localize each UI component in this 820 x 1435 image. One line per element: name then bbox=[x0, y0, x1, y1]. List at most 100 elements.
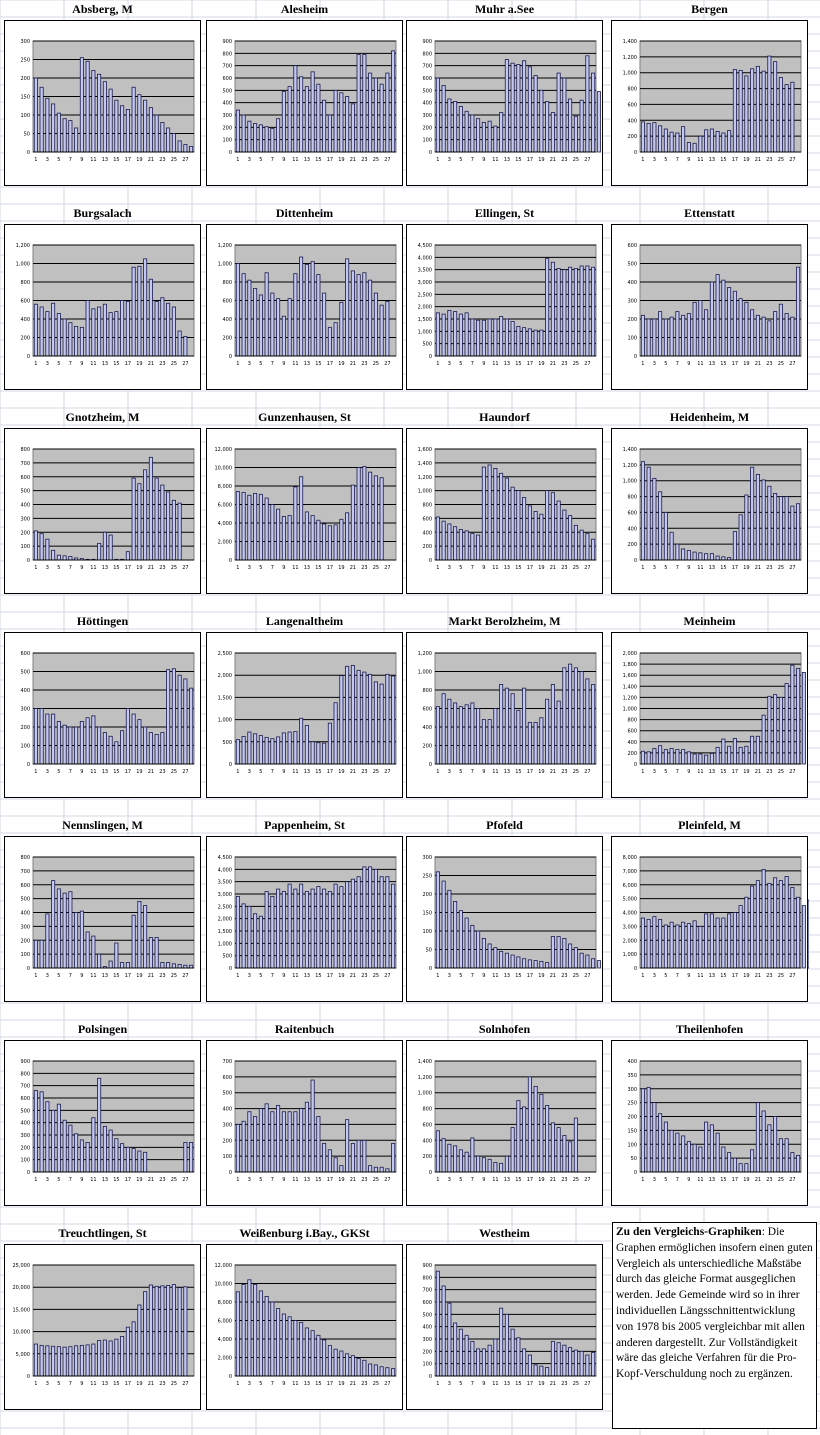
data-bar bbox=[368, 673, 373, 765]
data-bar bbox=[692, 301, 697, 357]
data-bar bbox=[681, 749, 686, 765]
data-bar bbox=[51, 1345, 56, 1377]
data-bar bbox=[476, 930, 481, 969]
data-bar bbox=[62, 555, 67, 561]
data-bar bbox=[368, 1363, 373, 1377]
x-tick-label: 21 bbox=[550, 361, 556, 367]
x-tick-label: 11 bbox=[697, 565, 703, 571]
data-bar bbox=[767, 695, 772, 765]
data-bar bbox=[562, 77, 567, 153]
data-bar bbox=[137, 265, 142, 357]
data-bar bbox=[487, 1344, 492, 1377]
data-bar bbox=[539, 329, 544, 357]
data-bar bbox=[281, 516, 286, 561]
data-bar bbox=[709, 281, 714, 357]
data-bar bbox=[68, 1346, 73, 1377]
y-tick-label: 100 bbox=[20, 1158, 30, 1164]
data-bar bbox=[550, 261, 555, 357]
data-bar bbox=[481, 719, 486, 765]
data-bar bbox=[709, 913, 714, 969]
data-bar bbox=[504, 477, 509, 561]
x-tick-label: 27 bbox=[789, 973, 795, 979]
data-bar bbox=[504, 687, 509, 765]
data-bar bbox=[738, 905, 743, 969]
data-bar bbox=[441, 880, 446, 969]
x-tick-label: 15 bbox=[315, 361, 321, 367]
x-tick-label: 13 bbox=[102, 361, 108, 367]
x-tick-label: 9 bbox=[282, 1177, 285, 1183]
x-tick-label: 21 bbox=[755, 361, 761, 367]
data-bar bbox=[686, 142, 691, 153]
data-bar bbox=[91, 308, 96, 357]
data-bar bbox=[287, 1316, 292, 1377]
data-bar bbox=[97, 542, 102, 561]
y-tick-label: 300 bbox=[627, 1087, 637, 1093]
data-bar bbox=[493, 947, 498, 969]
x-tick-label: 11 bbox=[492, 565, 498, 571]
x-tick-label: 21 bbox=[550, 1177, 556, 1183]
y-tick-label: 1,000 bbox=[418, 329, 432, 335]
x-tick-label: 3 bbox=[248, 769, 251, 775]
data-bar bbox=[516, 326, 521, 357]
data-bar bbox=[539, 1093, 544, 1173]
data-bar bbox=[522, 687, 527, 765]
x-tick-label: 5 bbox=[664, 1177, 667, 1183]
data-bar bbox=[504, 1313, 509, 1377]
data-bar bbox=[281, 1111, 286, 1173]
data-bar bbox=[45, 913, 50, 969]
x-tick-label: 17 bbox=[125, 157, 131, 163]
x-tick-label: 7 bbox=[676, 361, 679, 367]
data-bar bbox=[516, 1337, 521, 1377]
data-bar bbox=[327, 722, 332, 765]
data-bar bbox=[591, 538, 596, 561]
y-tick-label: 0 bbox=[429, 1374, 432, 1380]
data-bar bbox=[435, 871, 440, 969]
x-tick-label: 17 bbox=[527, 973, 533, 979]
x-tick-label: 3 bbox=[448, 157, 451, 163]
x-tick-label: 7 bbox=[471, 361, 474, 367]
data-bar bbox=[39, 708, 44, 765]
data-bar bbox=[522, 497, 527, 561]
x-tick-label: 11 bbox=[90, 769, 96, 775]
data-bar bbox=[686, 923, 691, 969]
data-bar bbox=[663, 128, 668, 153]
data-bar bbox=[51, 1109, 56, 1173]
chart-title: Raitenbuch bbox=[274, 1022, 335, 1036]
x-tick-label: 11 bbox=[492, 157, 498, 163]
data-bar bbox=[646, 466, 651, 561]
data-bar bbox=[522, 958, 527, 969]
data-bar bbox=[727, 1152, 732, 1173]
y-tick-label: 0 bbox=[229, 1374, 232, 1380]
y-tick-label: 0 bbox=[229, 762, 232, 768]
x-tick-label: 19 bbox=[338, 1381, 344, 1387]
data-bar bbox=[709, 128, 714, 153]
y-tick-label: 1,200 bbox=[623, 55, 637, 61]
data-bar bbox=[299, 883, 304, 969]
x-tick-label: 27 bbox=[182, 361, 188, 367]
data-bar bbox=[447, 889, 452, 969]
data-bar bbox=[373, 292, 378, 357]
bar-chart: 0 1,000 2,000 3,000 4,000 5,000 6,000 7,000 8,00… bbox=[623, 855, 809, 979]
data-bar bbox=[767, 1124, 772, 1173]
data-bar bbox=[264, 126, 269, 153]
data-bar bbox=[171, 306, 176, 357]
y-tick-label: 500 bbox=[20, 1108, 30, 1114]
y-tick-label: 1,800 bbox=[623, 662, 637, 668]
data-bar bbox=[333, 1157, 338, 1173]
data-bar bbox=[579, 1350, 584, 1377]
data-bar bbox=[481, 319, 486, 357]
x-tick-label: 21 bbox=[350, 361, 356, 367]
data-bar bbox=[45, 713, 50, 765]
data-bar bbox=[545, 1105, 550, 1173]
x-tick-label: 17 bbox=[327, 157, 333, 163]
data-bar bbox=[539, 960, 544, 969]
data-bar bbox=[33, 1343, 38, 1377]
data-bar bbox=[533, 329, 538, 357]
data-bar bbox=[74, 127, 79, 153]
x-tick-label: 17 bbox=[125, 1177, 131, 1183]
x-tick-label: 27 bbox=[789, 769, 795, 775]
data-bar bbox=[790, 1152, 795, 1173]
data-bar bbox=[773, 311, 778, 357]
